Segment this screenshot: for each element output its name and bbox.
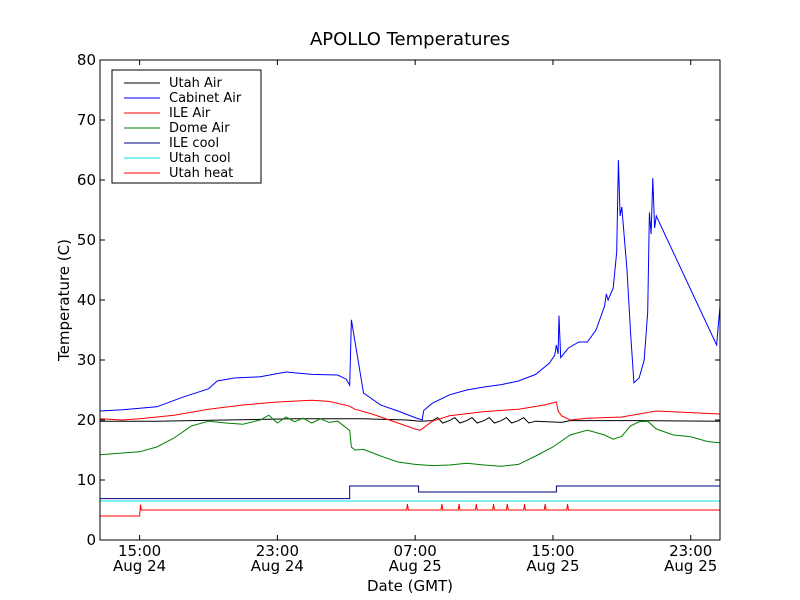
y-axis-label: Temperature (C) [55,239,73,362]
legend-box [111,69,262,184]
legend-label-cabinet-air: Cabinet Air [169,91,242,106]
series-line-ile-cool [100,485,720,500]
series-line-ile-air [99,399,721,431]
legend-label-utah-heat: Utah heat [169,166,233,181]
series-line-utah-heat [100,503,720,517]
y-tick-label: 60 [77,171,96,189]
x-tick-label-date: Aug 25 [664,557,717,575]
series-line-dome-air [99,414,721,467]
x-tick-label-time: 23:00 [256,542,299,560]
chart-title: APOLLO Temperatures [310,29,510,50]
x-tick-label-date: Aug 25 [389,557,442,575]
legend-label-ile-cool: ILE cool [169,136,219,151]
y-tick-label: 10 [77,471,96,489]
series-line-cabinet-air [99,160,721,421]
legend-label-dome-air: Dome Air [169,121,230,136]
y-tick-label: 40 [77,291,96,309]
x-tick-label-date: Aug 25 [526,557,579,575]
y-tick-label: 0 [86,531,96,549]
x-axis-label: Date (GMT) [367,577,453,595]
y-tick-label: 20 [77,411,96,429]
legend-label-utah-cool: Utah cool [169,151,231,166]
series-layer [99,160,721,517]
x-tick-label-date: Aug 24 [113,557,166,575]
x-tick-label-time: 23:00 [669,542,712,560]
x-tick-label-date: Aug 24 [251,557,304,575]
legend-label-ile-air: ILE Air [169,106,211,121]
x-tick-label-time: 15:00 [531,542,574,560]
plot-frame [99,59,721,541]
legend-label-utah-air: Utah Air [169,76,222,91]
x-tick-label-time: 07:00 [394,542,437,560]
x-tick-label-time: 15:00 [118,542,161,560]
series-line-utah-air [100,416,721,424]
y-tick-label: 70 [77,111,96,129]
y-tick-label: 80 [77,51,96,69]
y-tick-label: 30 [77,351,96,369]
y-tick-label: 50 [77,231,96,249]
